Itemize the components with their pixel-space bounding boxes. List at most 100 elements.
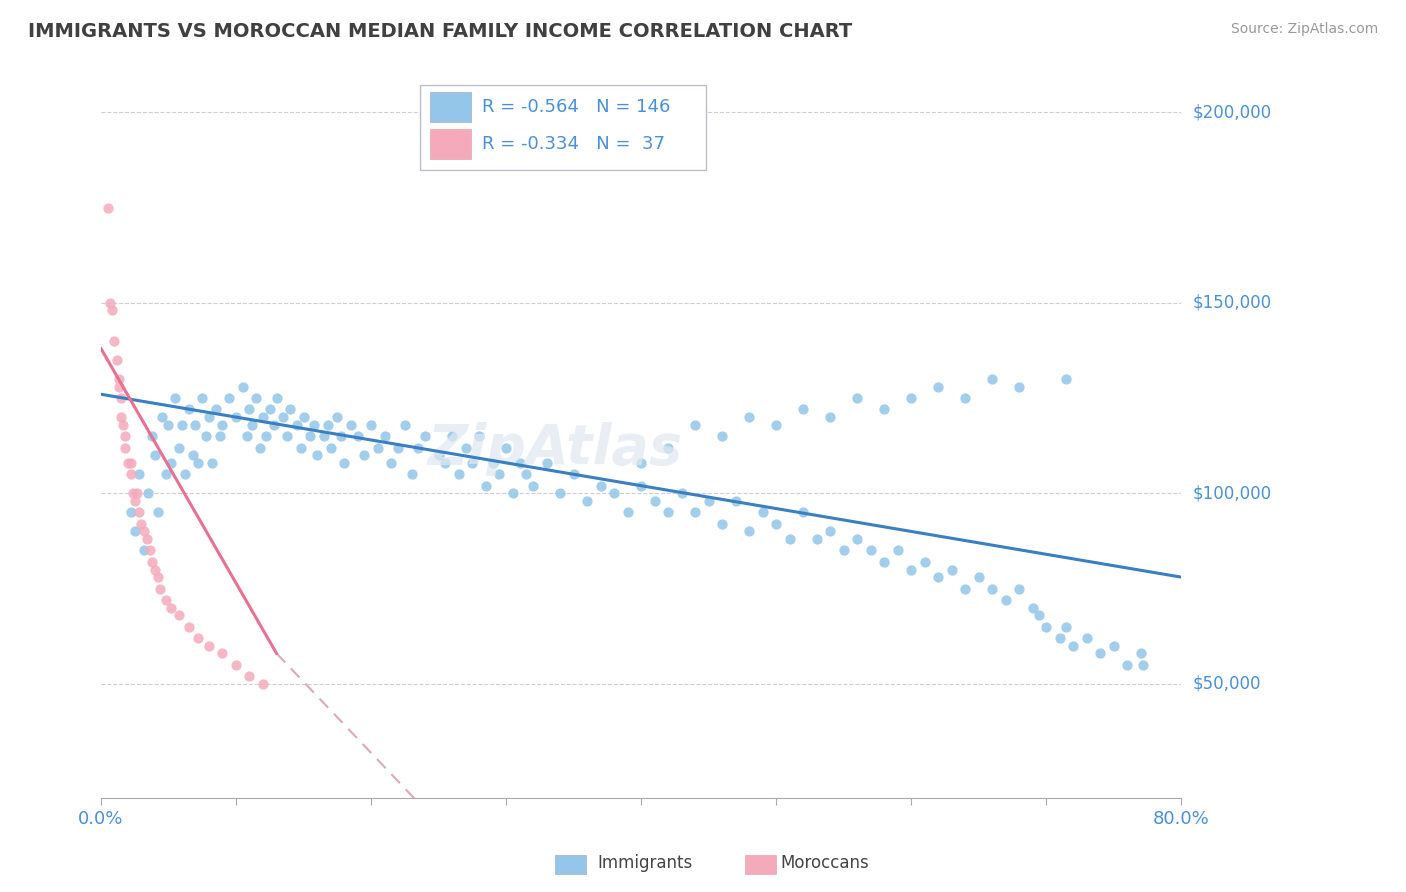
Point	[218, 391, 240, 405]
Text: $150,000: $150,000	[1192, 293, 1271, 312]
Point	[927, 570, 949, 584]
Point	[120, 456, 142, 470]
Point	[657, 441, 679, 455]
Point	[238, 669, 260, 683]
Point	[304, 417, 326, 432]
Point	[1056, 372, 1078, 386]
Point	[873, 555, 896, 569]
Point	[278, 402, 301, 417]
Point	[481, 456, 503, 470]
Point	[143, 562, 166, 576]
Point	[128, 467, 150, 482]
Point	[184, 417, 207, 432]
Point	[249, 441, 271, 455]
Point	[832, 543, 855, 558]
Point	[562, 467, 585, 482]
Point	[859, 543, 882, 558]
Point	[408, 441, 430, 455]
Text: Moroccans: Moroccans	[780, 855, 869, 872]
Point	[155, 467, 177, 482]
Point	[201, 456, 224, 470]
Point	[198, 410, 221, 425]
Point	[886, 543, 908, 558]
FancyBboxPatch shape	[430, 129, 471, 159]
Point	[181, 448, 204, 462]
Point	[900, 562, 922, 576]
Point	[765, 516, 787, 531]
Point	[211, 646, 233, 660]
Text: Immigrants: Immigrants	[598, 855, 693, 872]
Point	[120, 467, 142, 482]
Point	[441, 429, 464, 443]
Point	[198, 639, 221, 653]
Point	[105, 353, 128, 368]
Point	[141, 429, 163, 443]
Point	[671, 486, 693, 500]
Point	[160, 456, 183, 470]
Point	[165, 391, 187, 405]
Point	[1008, 379, 1031, 393]
Text: R = -0.334   N =  37: R = -0.334 N = 37	[482, 136, 665, 153]
Point	[447, 467, 470, 482]
Point	[360, 417, 382, 432]
Point	[259, 402, 281, 417]
Point	[846, 391, 869, 405]
Point	[149, 582, 172, 596]
Point	[110, 391, 132, 405]
Point	[616, 505, 638, 519]
Point	[900, 391, 922, 405]
Point	[100, 303, 122, 318]
Point	[146, 505, 169, 519]
Point	[711, 516, 734, 531]
Text: ZipAtlas: ZipAtlas	[427, 422, 682, 476]
Point	[169, 608, 191, 623]
Point	[160, 600, 183, 615]
Point	[461, 456, 484, 470]
Point	[751, 505, 773, 519]
Point	[110, 410, 132, 425]
Point	[346, 429, 368, 443]
Text: R = -0.564   N = 146: R = -0.564 N = 146	[482, 98, 671, 116]
Text: $200,000: $200,000	[1192, 103, 1271, 121]
Point	[236, 429, 259, 443]
Point	[522, 479, 544, 493]
Point	[134, 524, 156, 539]
Point	[724, 494, 747, 508]
Point	[953, 391, 976, 405]
Point	[103, 334, 125, 348]
Point	[333, 456, 356, 470]
Point	[204, 402, 226, 417]
Point	[981, 372, 1004, 386]
Point	[100, 295, 122, 310]
Point	[124, 524, 146, 539]
Point	[1090, 646, 1112, 660]
Point	[238, 402, 260, 417]
Point	[427, 448, 450, 462]
Point	[271, 410, 294, 425]
Point	[124, 494, 146, 508]
Point	[548, 486, 571, 500]
Point	[509, 456, 531, 470]
Point	[225, 657, 247, 672]
Point	[953, 582, 976, 596]
Point	[353, 448, 375, 462]
Point	[711, 429, 734, 443]
Point	[117, 456, 139, 470]
Point	[245, 391, 267, 405]
Point	[454, 441, 477, 455]
Point	[589, 479, 612, 493]
Point	[1076, 631, 1098, 645]
Point	[630, 456, 652, 470]
Point	[252, 410, 274, 425]
Point	[177, 402, 200, 417]
Point	[136, 486, 159, 500]
Point	[254, 429, 277, 443]
Point	[330, 429, 353, 443]
Point	[299, 429, 322, 443]
Point	[141, 555, 163, 569]
Point	[792, 402, 814, 417]
Point	[683, 505, 706, 519]
Text: $50,000: $50,000	[1192, 675, 1261, 693]
Text: Source: ZipAtlas.com: Source: ZipAtlas.com	[1230, 22, 1378, 37]
Point	[107, 379, 129, 393]
